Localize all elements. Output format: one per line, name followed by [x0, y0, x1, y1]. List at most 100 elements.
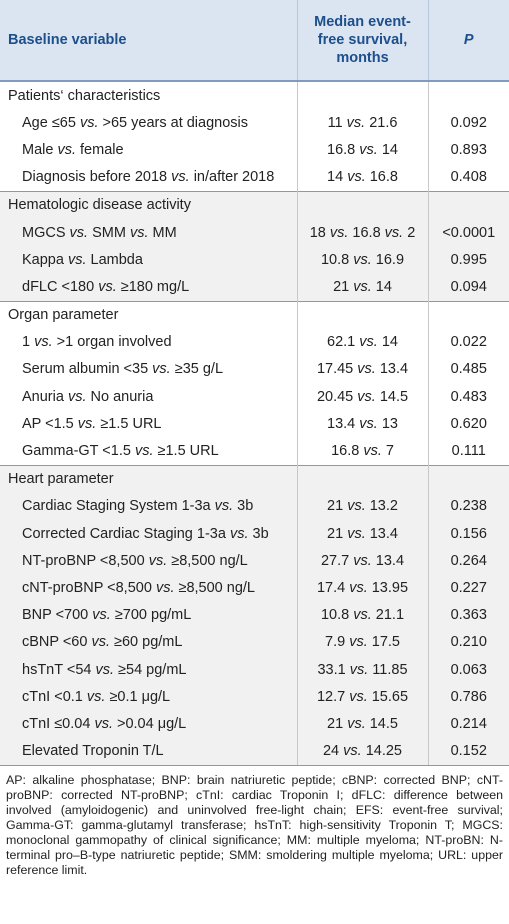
header-row: Baseline variable Median event-free surv…: [0, 0, 509, 82]
section: Hematologic disease activity MGCS vs. SMM…: [0, 190, 509, 301]
p-cell: 0.893: [427, 136, 509, 164]
p-cell: 0.156: [427, 520, 509, 548]
text: MM: [148, 224, 177, 241]
cell: [296, 464, 428, 493]
section-title: Hematologic disease activity: [0, 190, 297, 219]
variable-cell: Corrected Cardiac Staging 1-3a vs. 3b: [0, 520, 297, 548]
row: Cardiac Staging System 1-3a vs. 3b 21 vs.…: [0, 492, 509, 520]
text: Cardiac Staging System 1-3a: [22, 498, 215, 515]
italic-text: vs.: [343, 743, 362, 760]
text: 21: [327, 715, 348, 732]
variable-cell: hsTnT <54 vs. ≥54 pg/mL: [0, 655, 297, 684]
text: AP <1.5: [22, 415, 78, 432]
text: 1: [22, 334, 35, 351]
italic-text: vs.: [353, 278, 372, 295]
row: Age ≤65 vs. >65 years at diagnosis 11 vs.…: [0, 109, 509, 137]
variable-cell: Kappa vs. Lambda: [0, 246, 297, 274]
efs-cell: 10.8 vs. 16.9: [296, 246, 428, 274]
variable-cell: cNT-proBNP <8,500 vs. ≥8,500 ng/L: [0, 574, 297, 602]
text: Diagnosis before 2018: [22, 169, 172, 186]
efs-cell: 62.1 vs. 14: [296, 328, 428, 356]
efs-cell: 21 vs. 14.5: [296, 710, 428, 738]
italic-text: vs.: [347, 498, 366, 515]
text: 21: [333, 278, 354, 295]
text: 2: [403, 224, 416, 241]
p-cell: 0.238: [427, 492, 509, 520]
efs-cell: 21 vs. 13.2: [296, 492, 428, 520]
efs-cell: 13.4 vs. 13: [296, 410, 428, 438]
italic-text: vs.: [349, 634, 368, 651]
text: >0.04 μg/L: [112, 715, 187, 732]
italic-text: vs.: [359, 415, 378, 432]
italic-text: vs.: [152, 361, 171, 378]
cell: [296, 190, 428, 219]
efs-cell: 21 vs. 14: [296, 273, 428, 301]
text: SMM: [88, 224, 130, 241]
row: cBNP <60 vs. ≥60 pg/mL 7.9 vs. 17.5 0.210: [0, 628, 509, 656]
p-cell: 0.786: [427, 683, 509, 711]
p-cell: 0.995: [427, 246, 509, 274]
p-cell: 0.092: [427, 109, 509, 137]
variable-cell: 1 vs. >1 organ involved: [0, 329, 297, 356]
efs-cell: 12.7 vs. 15.65: [296, 683, 428, 711]
row: dFLC <180 vs. ≥180 mg/L 21 vs. 14 0.094: [0, 273, 509, 301]
italic-text: vs.: [57, 141, 76, 158]
header-cell: P: [427, 0, 509, 82]
table: Baseline variable Median event-free surv…: [0, 0, 509, 766]
text: cTnI <0.1: [22, 688, 87, 705]
text: Anuria: [22, 388, 68, 405]
variable-cell: AP <1.5 vs. ≥1.5 URL: [0, 410, 297, 437]
efs-cell: 18 vs. 16.8 vs. 2: [296, 218, 428, 247]
section-header-row: Hematologic disease activity: [0, 190, 509, 219]
p-cell: 0.264: [427, 547, 509, 575]
italic-text: vs.: [357, 361, 376, 378]
text: ≥0.1 μg/L: [105, 688, 171, 705]
p-cell: 0.063: [427, 655, 509, 684]
efs-cell: 16.8 vs. 14: [296, 136, 428, 164]
italic-text: vs.: [329, 224, 349, 241]
text: 14.5: [375, 388, 409, 405]
text: ≥54 pg/mL: [114, 661, 187, 678]
p-cell: 0.111: [427, 437, 509, 466]
text: 13.2: [365, 498, 398, 515]
italic-text: vs.: [86, 688, 106, 705]
italic-text: vs.: [384, 224, 404, 241]
variable-cell: Age ≤65 vs. >65 years at diagnosis: [0, 109, 297, 136]
row: cNT-proBNP <8,500 vs. ≥8,500 ng/L 17.4 vs…: [0, 574, 509, 602]
italic-text: vs.: [229, 525, 249, 542]
section-title: Patients‘ characteristics: [0, 80, 297, 110]
text: 14: [371, 278, 392, 295]
p-cell: 0.485: [427, 355, 509, 384]
p-cell: <0.0001: [427, 218, 509, 247]
cell: [296, 80, 428, 110]
italic-text: vs.: [129, 224, 149, 241]
italic-text: vs.: [359, 141, 378, 158]
text: Kappa: [22, 251, 68, 268]
p-cell: 0.620: [427, 410, 509, 438]
variable-cell: Anuria vs. No anuria: [0, 383, 297, 410]
italic-text: vs.: [346, 114, 366, 131]
cell: [427, 464, 509, 493]
header-cell: Median event-free survival, months: [296, 0, 428, 82]
text: cNT-proBNP <8,500: [22, 579, 156, 596]
text: ≥35 g/L: [170, 361, 224, 378]
text: 14: [377, 141, 398, 158]
text: 15.65: [367, 688, 409, 705]
cell: [296, 300, 428, 329]
text: 3b: [233, 498, 254, 515]
text: 17.5: [367, 634, 400, 651]
text: 13.95: [367, 579, 409, 596]
cell: [427, 80, 509, 110]
italic-text: vs.: [69, 224, 89, 241]
table-header: Baseline variable Median event-free surv…: [0, 0, 509, 82]
variable-cell: dFLC <180 vs. ≥180 mg/L: [0, 273, 297, 301]
row: cTnI <0.1 vs. ≥0.1 μg/L 12.7 vs. 15.65 0.7…: [0, 683, 509, 711]
p-cell: 0.152: [427, 737, 509, 766]
italic-text: vs.: [171, 169, 190, 186]
variable-cell: cTnI <0.1 vs. ≥0.1 μg/L: [0, 683, 297, 711]
text: 16.9: [371, 251, 405, 268]
row: Serum albumin <35 vs. ≥35 g/L 17.45 vs. 1…: [0, 355, 509, 384]
variable-cell: Cardiac Staging System 1-3a vs. 3b: [0, 492, 297, 520]
section-title: Heart parameter: [0, 464, 297, 493]
p-cell: 0.363: [427, 601, 509, 629]
